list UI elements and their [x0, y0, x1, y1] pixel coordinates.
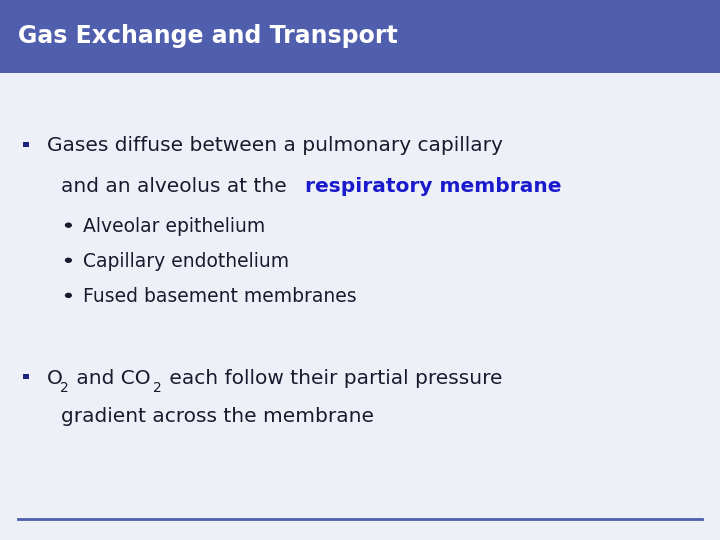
Bar [0, 0, 720, 73]
Text: and CO: and CO [70, 368, 150, 388]
Text: and an alveolus at the: and an alveolus at the [61, 177, 293, 196]
Bar [22, 142, 29, 147]
Text: 2: 2 [60, 381, 68, 395]
Circle shape [65, 222, 72, 228]
Text: Gases diffuse between a pulmonary capillary: Gases diffuse between a pulmonary capill… [47, 136, 503, 156]
Text: 2: 2 [153, 381, 162, 395]
Circle shape [65, 258, 72, 263]
Bar [22, 374, 29, 379]
Text: each follow their partial pressure: each follow their partial pressure [163, 368, 503, 388]
Text: Capillary endothelium: Capillary endothelium [83, 252, 289, 272]
Text: gradient across the membrane: gradient across the membrane [61, 407, 374, 427]
Text: O: O [47, 368, 63, 388]
Text: respiratory membrane: respiratory membrane [305, 177, 561, 196]
Text: Fused basement membranes: Fused basement membranes [83, 287, 356, 307]
Text: Gas Exchange and Transport: Gas Exchange and Transport [18, 24, 397, 49]
Circle shape [65, 293, 72, 298]
Text: Alveolar epithelium: Alveolar epithelium [83, 217, 265, 237]
